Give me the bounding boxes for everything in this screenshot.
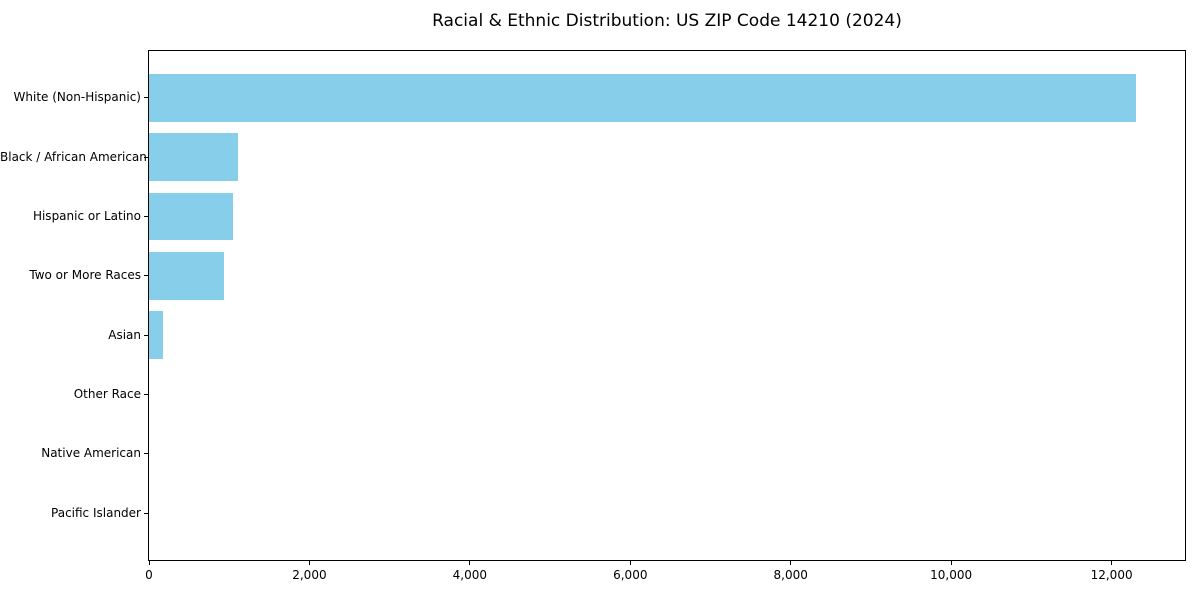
y-tick-label-hispanic-or-latino: Hispanic or Latino bbox=[32, 209, 141, 223]
bar-hispanic-or-latino bbox=[149, 192, 234, 241]
x-tick-label-10-000: 10,000 bbox=[930, 568, 973, 582]
x-tick-2-000 bbox=[308, 561, 310, 565]
plot-area bbox=[148, 50, 1186, 561]
x-tick-6-000 bbox=[629, 561, 631, 565]
y-tick-label-white-non-hispanic: White (Non-Hispanic) bbox=[13, 90, 141, 105]
x-tick-label-4-000: 4,000 bbox=[452, 568, 488, 582]
x-tick-label-0: 0 bbox=[145, 568, 153, 582]
x-tick-8-000 bbox=[790, 561, 792, 565]
x-tick-label-6-000: 6,000 bbox=[613, 568, 648, 582]
chart-title: Racial & Ethnic Distribution: US ZIP Cod… bbox=[432, 11, 902, 31]
x-tick-4-000 bbox=[469, 561, 471, 565]
y-tick-native-american bbox=[144, 453, 148, 455]
y-tick-label-native-american: Native American bbox=[41, 446, 141, 461]
bar-asian bbox=[149, 311, 163, 359]
x-tick-label-8-000: 8,000 bbox=[773, 568, 808, 582]
bar-white-non-hispanic bbox=[149, 74, 1136, 122]
y-tick-other-race bbox=[144, 393, 148, 395]
x-tick-label-12-000: 12,000 bbox=[1090, 568, 1133, 582]
y-tick-two-or-more-races bbox=[144, 275, 148, 277]
x-tick-label-2-000: 2,000 bbox=[292, 568, 327, 582]
bar-two-or-more-races bbox=[149, 252, 224, 300]
y-tick-hispanic-or-latino bbox=[144, 216, 148, 217]
y-tick-label-black-african-american: Black / African American bbox=[0, 149, 147, 164]
y-tick-pacific-islander bbox=[144, 512, 148, 514]
x-tick-12-000 bbox=[1111, 561, 1113, 565]
y-tick-asian bbox=[144, 334, 148, 336]
y-tick-label-pacific-islander: Pacific Islander bbox=[51, 505, 141, 520]
y-tick-label-other-race: Other Race bbox=[73, 386, 141, 401]
y-tick-label-asian: Asian bbox=[108, 327, 141, 342]
x-tick-0 bbox=[148, 561, 150, 565]
y-tick-white-non-hispanic bbox=[144, 97, 148, 99]
y-tick-label-two-or-more-races: Two or More Races bbox=[29, 268, 141, 283]
y-tick-black-african-american bbox=[144, 156, 148, 158]
x-tick-10-000 bbox=[950, 561, 952, 565]
bar-black-african-american bbox=[149, 133, 239, 181]
